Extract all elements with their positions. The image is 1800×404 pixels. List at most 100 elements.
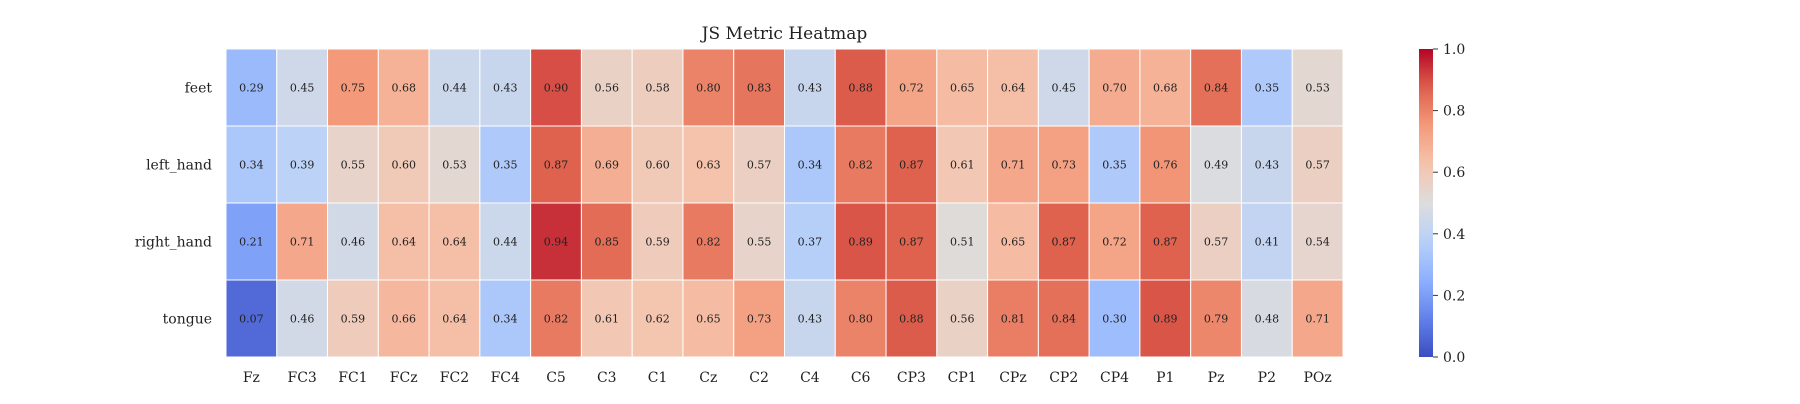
colorbar-tick-label: 0.6 bbox=[1443, 165, 1465, 181]
heatmap-cell bbox=[530, 202, 582, 281]
cell-value-label: 0.35 bbox=[493, 159, 518, 172]
heatmap-cell bbox=[885, 48, 938, 127]
cell-value-label: 0.35 bbox=[1102, 159, 1127, 172]
heatmap-cell bbox=[1139, 48, 1192, 127]
cell-value-label: 0.79 bbox=[1204, 313, 1229, 326]
cell-value-label: 0.82 bbox=[544, 313, 569, 326]
colorbar-tick-label: 0.4 bbox=[1443, 227, 1465, 243]
cell-value-label: 0.89 bbox=[1153, 313, 1178, 326]
cell-value-label: 0.83 bbox=[747, 82, 772, 95]
cell-value-label: 0.71 bbox=[1305, 313, 1330, 326]
heatmap-cell bbox=[682, 279, 735, 358]
cell-value-label: 0.87 bbox=[899, 236, 924, 249]
cell-value-label: 0.43 bbox=[493, 82, 518, 95]
heatmap-cell bbox=[631, 279, 684, 358]
cell-value-label: 0.57 bbox=[1204, 236, 1229, 249]
cell-value-label: 0.34 bbox=[798, 159, 823, 172]
cell-value-label: 0.61 bbox=[950, 159, 975, 172]
heatmap-cell bbox=[327, 202, 379, 281]
cell-value-label: 0.68 bbox=[391, 82, 416, 95]
heatmap-cell bbox=[580, 279, 633, 358]
heatmap-cell bbox=[1291, 279, 1344, 358]
cell-value-label: 0.35 bbox=[1255, 82, 1280, 95]
x-tick-label: C1 bbox=[648, 370, 668, 386]
heatmap-cell bbox=[276, 279, 329, 358]
cell-value-label: 0.48 bbox=[1255, 313, 1280, 326]
heatmap-cell bbox=[530, 279, 582, 358]
x-tick-label: P2 bbox=[1258, 370, 1276, 386]
cell-value-label: 0.64 bbox=[442, 236, 467, 249]
heatmap-cell bbox=[1037, 202, 1090, 281]
heatmap-cell bbox=[1240, 48, 1293, 127]
heatmap-cell bbox=[682, 202, 735, 281]
x-tick-label: CP3 bbox=[897, 370, 926, 386]
x-tick-label: FC1 bbox=[338, 370, 367, 386]
x-tick-label: FC2 bbox=[440, 370, 469, 386]
cell-value-label: 0.43 bbox=[798, 82, 823, 95]
cell-value-label: 0.55 bbox=[747, 236, 772, 249]
x-tick-label: CP2 bbox=[1049, 370, 1078, 386]
x-tick-label: CP1 bbox=[948, 370, 977, 386]
cell-value-label: 0.45 bbox=[290, 82, 315, 95]
heatmap-cell bbox=[530, 125, 582, 204]
heatmap-cell bbox=[936, 202, 989, 281]
heatmap-cell bbox=[682, 48, 735, 127]
heatmap-cell bbox=[1037, 125, 1090, 204]
cell-value-label: 0.65 bbox=[696, 313, 721, 326]
cell-value-label: 0.82 bbox=[696, 236, 721, 249]
cell-value-label: 0.69 bbox=[595, 159, 620, 172]
cell-value-label: 0.57 bbox=[747, 159, 772, 172]
heatmap-cell bbox=[784, 279, 836, 358]
heatmap-cell bbox=[987, 279, 1039, 358]
cell-value-label: 0.59 bbox=[341, 313, 366, 326]
heatmap-cell bbox=[225, 48, 278, 127]
heatmap-cell bbox=[733, 202, 786, 281]
heatmap-cell bbox=[377, 279, 430, 358]
cell-value-label: 0.80 bbox=[696, 82, 721, 95]
heatmap-cell bbox=[327, 279, 379, 358]
heatmap-cell bbox=[1291, 48, 1344, 127]
x-tick-label: P1 bbox=[1156, 370, 1174, 386]
cell-value-label: 0.70 bbox=[1102, 82, 1127, 95]
x-tick-label: C2 bbox=[749, 370, 769, 386]
cell-value-label: 0.34 bbox=[239, 159, 264, 172]
heatmap-cell bbox=[631, 202, 684, 281]
cell-value-label: 0.43 bbox=[798, 313, 823, 326]
cell-value-label: 0.88 bbox=[899, 313, 924, 326]
heatmap-cell bbox=[1240, 125, 1293, 204]
cell-value-label: 0.65 bbox=[1001, 236, 1026, 249]
y-tick-label: right_hand bbox=[135, 235, 212, 251]
cell-value-label: 0.55 bbox=[341, 159, 366, 172]
heatmap-cell bbox=[784, 202, 836, 281]
x-tick-label: C6 bbox=[851, 370, 871, 386]
x-tick-label: FCz bbox=[390, 370, 418, 386]
heatmap-cell bbox=[733, 279, 786, 358]
heatmap-cell bbox=[225, 125, 278, 204]
cell-value-label: 0.44 bbox=[442, 82, 467, 95]
heatmap-cell bbox=[1088, 48, 1141, 127]
heatmap-cell bbox=[327, 125, 379, 204]
x-tick-label: CPz bbox=[999, 370, 1027, 386]
heatmap-cell bbox=[225, 202, 278, 281]
heatmap-cell bbox=[428, 202, 481, 281]
heatmap-cells bbox=[225, 48, 1344, 358]
cell-value-label: 0.73 bbox=[1052, 159, 1077, 172]
x-tick-label: Fz bbox=[243, 370, 260, 386]
heatmap-cell bbox=[1088, 125, 1141, 204]
cell-value-label: 0.90 bbox=[544, 82, 569, 95]
heatmap-cell bbox=[276, 202, 329, 281]
cell-value-label: 0.46 bbox=[341, 236, 366, 249]
x-tick-label: POz bbox=[1303, 370, 1331, 386]
cell-value-label: 0.53 bbox=[442, 159, 467, 172]
colorbar-tick-label: 0.2 bbox=[1443, 288, 1465, 304]
cell-value-label: 0.30 bbox=[1102, 313, 1127, 326]
cell-value-label: 0.58 bbox=[645, 82, 670, 95]
cell-value-label: 0.82 bbox=[848, 159, 873, 172]
cell-value-label: 0.46 bbox=[290, 313, 315, 326]
heatmap-cell bbox=[834, 279, 887, 358]
x-tick-labels: Fz FC3 FC1 FCz FC2 FC4 C5 C3 C1 Cz C2 C4 C6 CP3 CP1 CPz… bbox=[243, 370, 1332, 386]
heatmap-cell bbox=[479, 48, 532, 127]
cell-value-label: 0.49 bbox=[1204, 159, 1229, 172]
